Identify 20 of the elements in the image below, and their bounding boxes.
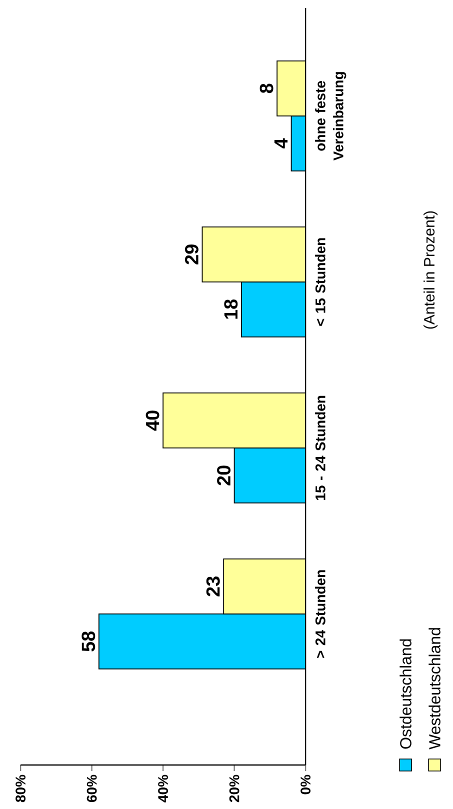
x-tick-label: 0%	[300, 774, 311, 794]
data-label: 20	[217, 466, 231, 486]
y-tick-label: < 15 Stunden	[315, 238, 326, 326]
data-label: 4	[274, 138, 288, 148]
data-label: 58	[82, 631, 96, 652]
data-label: 40	[146, 410, 160, 431]
y-tick-label: > 24 Stunden	[315, 570, 326, 658]
text: (Anteil in Prozent)	[424, 211, 438, 329]
data-label: 18	[224, 299, 238, 319]
x-tick-label: 20%	[230, 774, 240, 802]
x-tick-label: 80%	[16, 774, 26, 802]
data-label: 29	[185, 244, 199, 264]
x-tick-label: 40%	[158, 774, 168, 802]
x-tick-label: 60%	[87, 774, 97, 802]
y-tick-label: 15 - 24 Stunden	[315, 396, 326, 500]
text: Ostdeutschland	[400, 639, 412, 749]
text: Westdeutschland	[428, 628, 441, 750]
data-label: 8	[260, 84, 274, 94]
data-label: 23	[206, 576, 220, 596]
y-tick-label: ohne feste Vereinbarung	[315, 72, 346, 161]
